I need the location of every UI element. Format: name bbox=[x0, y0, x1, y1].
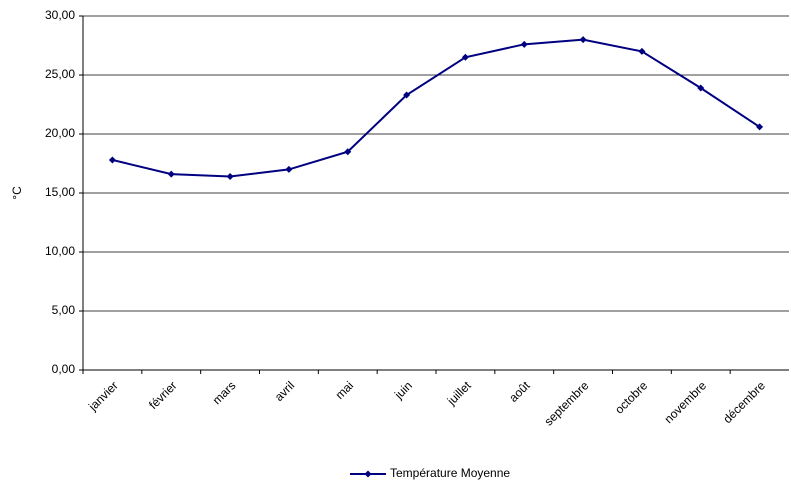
point-marker bbox=[344, 148, 352, 156]
y-tick-label: 30,00 bbox=[45, 8, 75, 22]
y-tick-label: 15,00 bbox=[45, 185, 75, 199]
legend-label: Température Moyenne bbox=[390, 466, 510, 480]
legend-marker bbox=[364, 470, 372, 478]
x-tick-label: septembre bbox=[541, 378, 591, 428]
x-tick-label: février bbox=[146, 378, 179, 411]
y-tick-label: 0,00 bbox=[52, 362, 76, 376]
y-axis-label: °C bbox=[10, 186, 24, 200]
x-tick-label: janvier bbox=[85, 378, 121, 414]
x-tick-label: avril bbox=[272, 378, 297, 403]
y-tick-label: 5,00 bbox=[52, 303, 76, 317]
x-tick-label: mai bbox=[333, 378, 357, 402]
point-marker bbox=[697, 84, 705, 92]
point-marker bbox=[285, 165, 293, 173]
y-tick-label: 10,00 bbox=[45, 244, 75, 258]
point-marker bbox=[226, 172, 234, 180]
x-tick-label: mars bbox=[210, 378, 239, 407]
point-marker bbox=[579, 36, 587, 44]
x-tick-label: décembre bbox=[720, 378, 768, 426]
point-marker bbox=[520, 40, 528, 48]
point-marker bbox=[403, 91, 411, 99]
y-tick-label: 25,00 bbox=[45, 67, 75, 81]
point-marker bbox=[756, 123, 764, 131]
x-tick-label: octobre bbox=[612, 378, 650, 416]
series-line bbox=[112, 38, 761, 178]
x-tick-label: juin bbox=[391, 378, 415, 402]
x-tick-label: novembre bbox=[661, 378, 709, 426]
point-marker bbox=[638, 47, 646, 55]
point-marker bbox=[461, 53, 469, 61]
x-tick-label: août bbox=[506, 378, 533, 405]
point-marker bbox=[167, 170, 175, 178]
point-marker bbox=[108, 156, 116, 164]
x-tick-label: juillet bbox=[444, 378, 474, 408]
y-tick-label: 20,00 bbox=[45, 126, 75, 140]
